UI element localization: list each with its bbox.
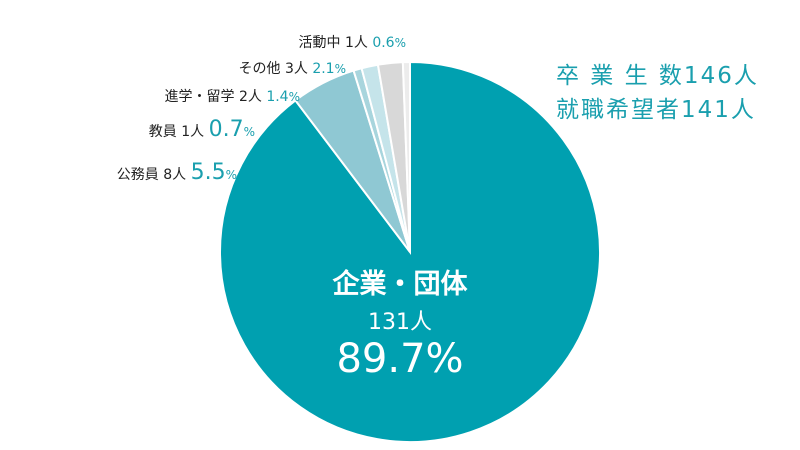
- label-sonota-name: その他: [238, 61, 281, 77]
- main-slice-percent: 89.7%: [280, 336, 520, 382]
- label-katsudo-name: 活動中: [298, 35, 341, 51]
- label-komuin-unit: %: [225, 168, 237, 182]
- label-kyoin: 教員 1人 0.7%: [149, 119, 255, 141]
- pie-slice-5: [401, 60, 411, 253]
- label-komuin-count: 8人: [163, 167, 187, 183]
- label-shingaku: 進学・留学 2人 1.4%: [165, 90, 301, 104]
- label-sonota: その他 3人 2.1%: [239, 62, 347, 76]
- graduate-count: 卒 業 生 数146人: [556, 63, 759, 89]
- label-kyoin-pct: 0.7: [208, 117, 244, 142]
- label-kyoin-name: 教員: [148, 124, 177, 140]
- label-komuin: 公務員 8人 5.5%: [117, 162, 237, 184]
- main-slice-count: 131人: [368, 310, 432, 335]
- label-katsudo-count: 1人: [344, 35, 368, 51]
- label-shingaku-name: 進学・留学: [164, 89, 235, 105]
- label-sonota-pct: 2.1: [312, 61, 335, 77]
- label-komuin-name: 公務員: [116, 167, 159, 183]
- label-katsudo-unit: %: [394, 36, 406, 50]
- label-kyoin-count: 1人: [181, 124, 205, 140]
- main-slice-pct-value: 89.7: [336, 336, 426, 382]
- main-slice-label: 企業・団体: [332, 269, 468, 300]
- label-shingaku-unit: %: [288, 90, 300, 104]
- main-slice-pct-unit: %: [425, 336, 464, 382]
- label-sonota-count: 3人: [284, 61, 308, 77]
- label-shingaku-pct: 1.4: [266, 89, 289, 105]
- label-shingaku-count: 2人: [238, 89, 262, 105]
- label-sonota-unit: %: [334, 62, 346, 76]
- label-komuin-pct: 5.5: [190, 160, 226, 185]
- label-katsudo-pct: 0.6: [372, 35, 395, 51]
- label-kyoin-unit: %: [243, 125, 255, 139]
- job-seeker-count: 就職希望者141人: [556, 97, 756, 123]
- label-katsudo: 活動中 1人 0.6%: [299, 36, 407, 50]
